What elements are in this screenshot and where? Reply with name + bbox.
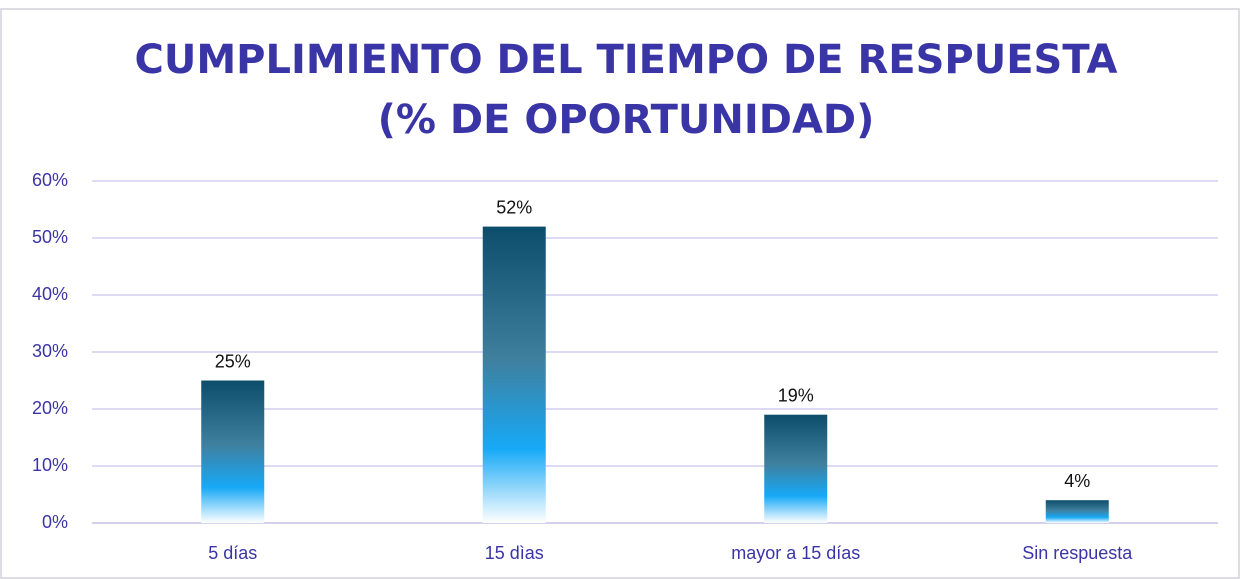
bar <box>1045 500 1109 523</box>
data-label: 25% <box>215 351 251 371</box>
y-tick-label: 0% <box>42 512 68 532</box>
chart-frame <box>0 8 1240 579</box>
bar <box>201 380 265 523</box>
bar <box>764 414 828 523</box>
bar <box>482 226 546 523</box>
data-label: 52% <box>496 197 532 217</box>
y-tick-label: 50% <box>32 227 68 247</box>
y-tick-label: 40% <box>32 284 68 304</box>
x-tick-label: mayor a 15 días <box>731 543 860 563</box>
data-label: 19% <box>778 385 814 405</box>
chart-title: CUMPLIMIENTO DEL TIEMPO DE RESPUESTA <box>135 37 1118 83</box>
y-tick-label: 20% <box>32 398 68 418</box>
y-tick-label: 10% <box>32 455 68 475</box>
x-tick-label: 5 días <box>208 543 257 563</box>
y-tick-label: 60% <box>32 170 68 190</box>
chart-title: (% DE OPORTUNIDAD) <box>378 97 875 143</box>
x-tick-label: 15 dìas <box>485 543 544 563</box>
y-tick-label: 30% <box>32 341 68 361</box>
x-tick-label: Sin respuesta <box>1022 543 1133 563</box>
data-label: 4% <box>1064 471 1090 491</box>
